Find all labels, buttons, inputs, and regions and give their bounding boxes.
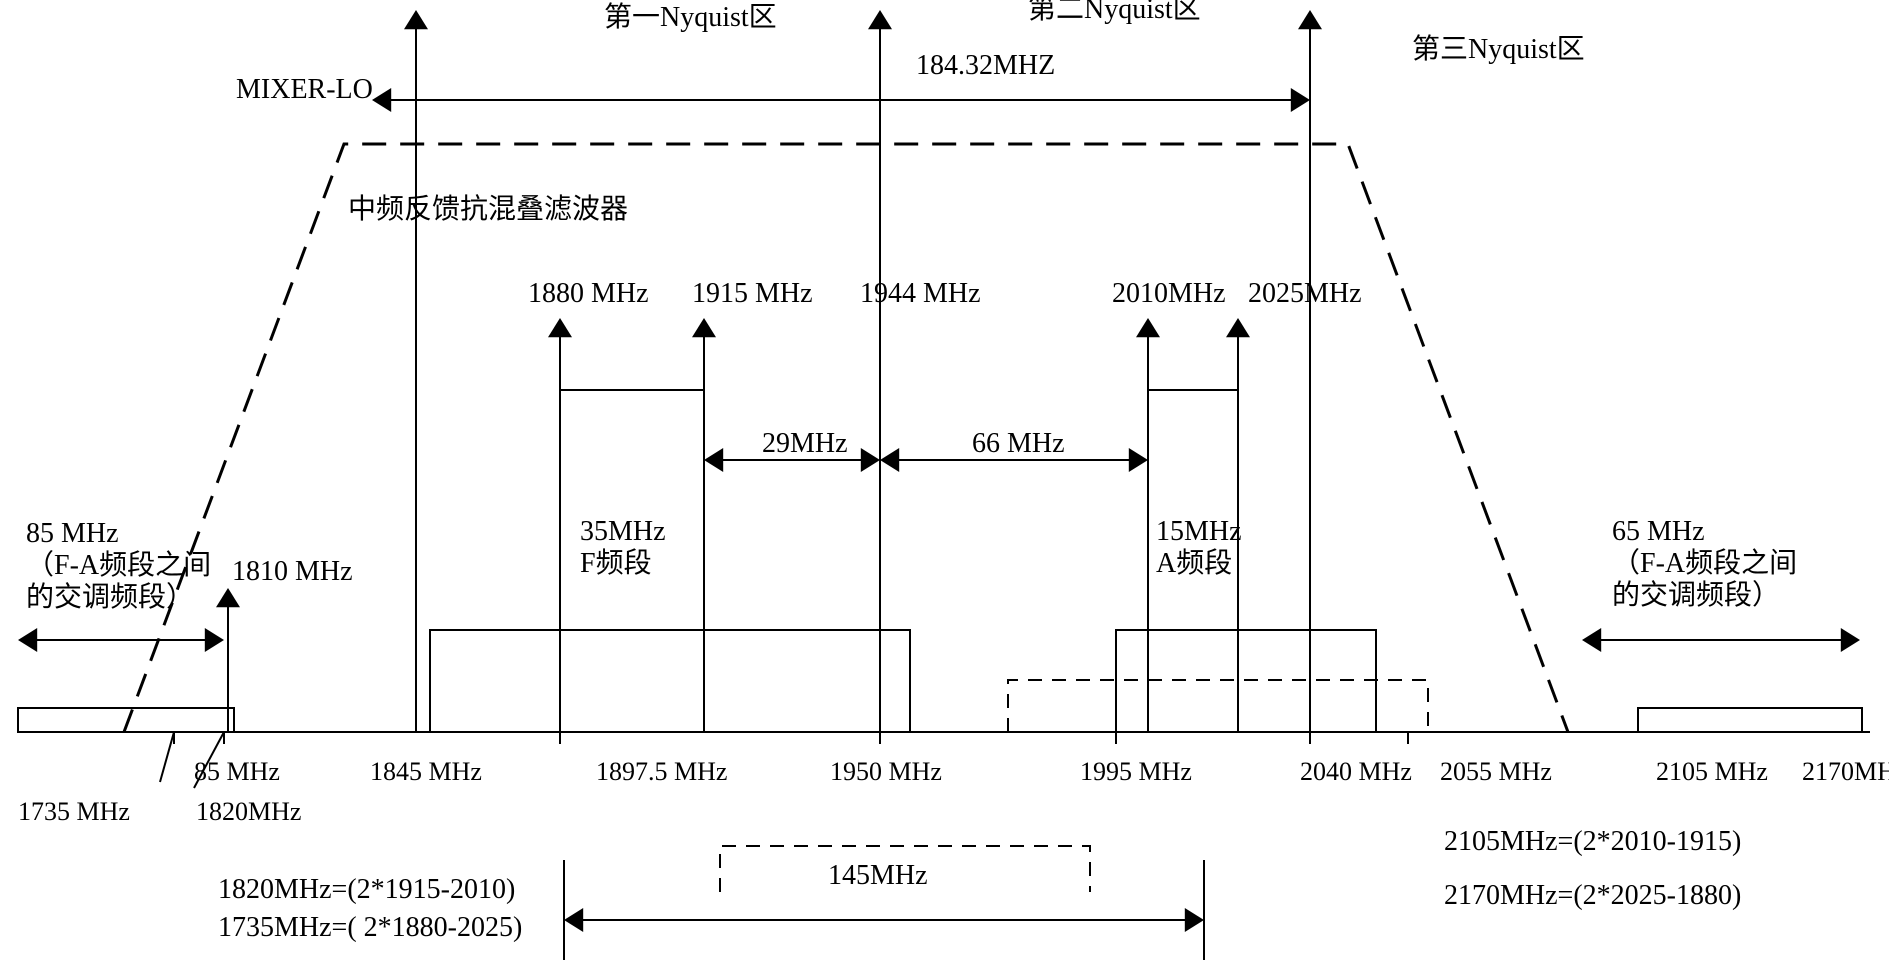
svg-text:2040 MHz: 2040 MHz [1300,757,1412,786]
svg-text:2170MHz: 2170MHz [1802,757,1889,786]
svg-text:1735 MHz: 1735 MHz [18,797,130,826]
svg-text:2105MHz=(2*2010-1915): 2105MHz=(2*2010-1915) [1444,826,1741,857]
svg-text:1845 MHz: 1845 MHz [370,757,482,786]
svg-text:85 MHz: 85 MHz [26,518,119,549]
svg-text:1897.5 MHz: 1897.5 MHz [596,757,727,786]
svg-text:35MHz: 35MHz [580,516,666,547]
svg-text:66 MHz: 66 MHz [972,428,1065,459]
svg-text:1915 MHz: 1915 MHz [692,278,813,309]
svg-text:2010MHz: 2010MHz [1112,278,1226,309]
svg-text:1820MHz=(2*1915-2010): 1820MHz=(2*1915-2010) [218,874,515,905]
svg-text:F频段: F频段 [580,547,652,579]
svg-text:65 MHz: 65 MHz [1612,516,1705,547]
svg-text:15MHz: 15MHz [1156,516,1242,547]
svg-text:1880 MHz: 1880 MHz [528,278,649,309]
svg-text:85 MHz: 85 MHz [194,757,280,786]
svg-text:MIXER-LO: MIXER-LO [236,74,373,105]
svg-text:的交调频段）: 的交调频段） [26,581,194,613]
svg-text:（F-A频段之间: （F-A频段之间 [1612,547,1797,579]
svg-text:（F-A频段之间: （F-A频段之间 [26,549,211,581]
svg-text:184.32MHZ: 184.32MHZ [916,50,1055,81]
svg-text:第一Nyquist区: 第一Nyquist区 [604,1,777,33]
svg-text:1810 MHz: 1810 MHz [232,556,353,587]
svg-text:2170MHz=(2*2025-1880): 2170MHz=(2*2025-1880) [1444,880,1741,911]
svg-text:145MHz: 145MHz [828,860,928,891]
svg-text:1944 MHz: 1944 MHz [860,278,981,309]
svg-text:第三Nyquist区: 第三Nyquist区 [1412,33,1585,65]
svg-text:1735MHz=( 2*1880-2025): 1735MHz=( 2*1880-2025) [218,912,522,943]
svg-text:2025MHz: 2025MHz [1248,278,1362,309]
svg-text:29MHz: 29MHz [762,428,848,459]
svg-text:2105 MHz: 2105 MHz [1656,757,1768,786]
svg-text:A频段: A频段 [1156,547,1232,579]
svg-text:中频反馈抗混叠滤波器: 中频反馈抗混叠滤波器 [348,193,628,225]
svg-text:第二Nyquist区: 第二Nyquist区 [1028,0,1201,25]
svg-text:1820MHz: 1820MHz [196,797,301,826]
svg-text:1950 MHz: 1950 MHz [830,757,942,786]
svg-text:2055 MHz: 2055 MHz [1440,757,1552,786]
svg-text:1995 MHz: 1995 MHz [1080,757,1192,786]
svg-text:的交调频段）: 的交调频段） [1612,579,1780,611]
